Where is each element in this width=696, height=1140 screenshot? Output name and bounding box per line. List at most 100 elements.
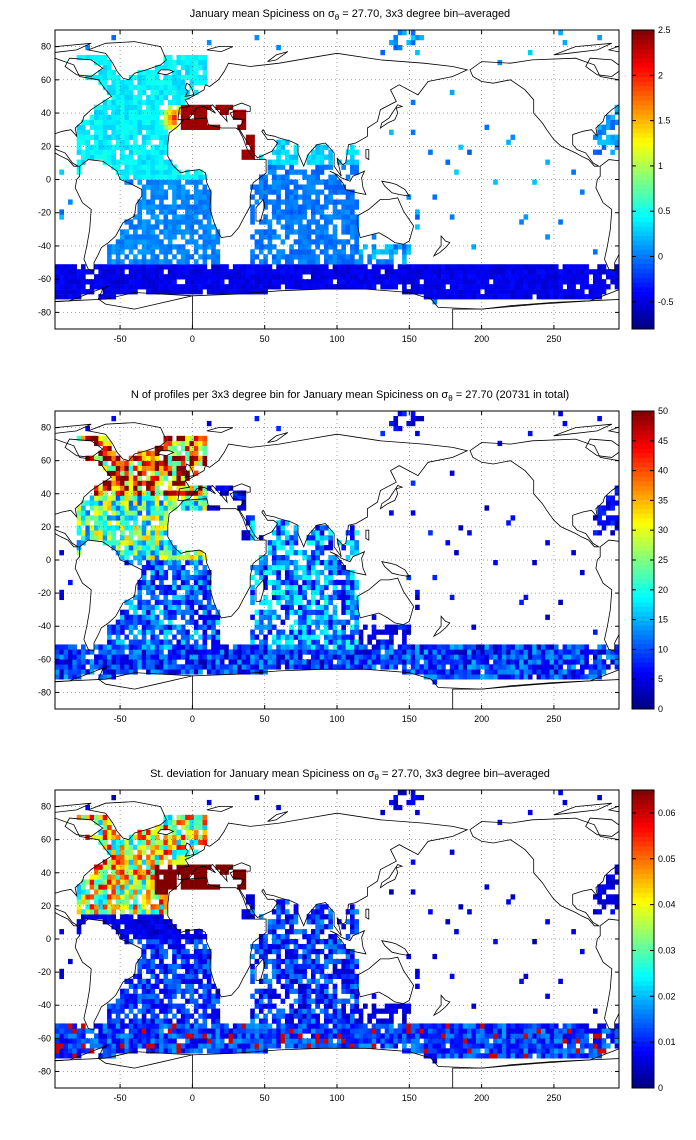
- map-cell: [284, 654, 290, 660]
- map-cell: [120, 149, 125, 155]
- map-cell: [124, 480, 130, 486]
- map-cell: [579, 659, 585, 665]
- map-cell: [68, 279, 73, 285]
- map-cell: [536, 279, 542, 285]
- map-cell: [124, 525, 130, 531]
- map-cell: [280, 604, 286, 610]
- map-cell: [553, 289, 559, 295]
- map-cell: [319, 274, 325, 280]
- map-cell: [315, 579, 320, 586]
- map-cell: [146, 284, 151, 290]
- map-cell: [592, 284, 598, 290]
- map-cell: [102, 134, 108, 140]
- map-cell: [332, 179, 338, 185]
- map-cell: [441, 659, 446, 665]
- map-cell: [345, 649, 351, 655]
- map-cell: [167, 204, 173, 210]
- colorbar-segment: [632, 471, 654, 477]
- map-cell: [449, 89, 455, 96]
- map-cell: [111, 859, 117, 865]
- map-cell: [488, 264, 494, 270]
- map-cell: [55, 649, 60, 655]
- map-cell: [562, 420, 568, 427]
- colorbar-tick-label: 0: [658, 704, 663, 714]
- map-cell: [159, 465, 164, 471]
- map-cell: [102, 74, 108, 81]
- map-cell: [250, 279, 255, 285]
- map-cell: [128, 1008, 134, 1014]
- map-cell: [133, 289, 138, 295]
- map-cell: [371, 284, 377, 290]
- map-cell: [176, 664, 182, 670]
- map-cell: [389, 264, 394, 270]
- map-cell: [68, 274, 73, 280]
- map-cell: [206, 649, 212, 655]
- map-cell: [133, 485, 138, 491]
- map-cell: [150, 545, 156, 551]
- map-cell: [393, 269, 399, 275]
- map-cell: [605, 114, 611, 120]
- map-cell: [406, 420, 412, 427]
- coastline-arctic_is: [553, 42, 612, 56]
- map-cell: [345, 199, 351, 205]
- map-cell: [107, 540, 112, 546]
- map-cell: [345, 644, 351, 650]
- map-cell: [94, 884, 99, 890]
- colorbar-segment: [632, 53, 654, 59]
- map-cell: [172, 579, 177, 586]
- map-cell: [81, 899, 86, 905]
- map-cell: [449, 214, 455, 220]
- map-cell: [124, 244, 130, 250]
- map-cell: [202, 644, 208, 650]
- colorbar-segment: [632, 272, 654, 279]
- map-cell: [536, 294, 542, 300]
- map-cell: [354, 249, 359, 255]
- map-cell: [68, 1048, 73, 1054]
- map-cell: [315, 224, 320, 230]
- map-cell: [588, 294, 594, 300]
- map-cell: [215, 284, 221, 290]
- map-cell: [111, 674, 117, 680]
- map-cell: [107, 829, 112, 835]
- map-cell: [310, 269, 316, 275]
- map-cell: [159, 99, 164, 106]
- map-cell: [193, 169, 199, 175]
- map-cell: [150, 269, 156, 275]
- map-cell: [293, 189, 299, 195]
- map-cell: [59, 550, 64, 556]
- map-cell: [323, 525, 329, 531]
- map-cell: [462, 289, 468, 295]
- map-cell: [59, 269, 64, 275]
- map-cell: [102, 465, 108, 471]
- map-cell: [458, 294, 464, 300]
- map-cell: [202, 555, 208, 561]
- map-cell: [397, 244, 403, 250]
- map-cell: [154, 455, 160, 461]
- map-cell: [423, 269, 429, 275]
- map-cell: [141, 530, 147, 536]
- map-cell: [597, 264, 602, 270]
- map-cell: [150, 564, 156, 571]
- map-cell: [176, 74, 182, 81]
- map-cell: [133, 988, 138, 994]
- map-cell: [193, 249, 199, 255]
- map-cell: [159, 94, 164, 101]
- map-cell: [315, 530, 320, 536]
- map-cell: [98, 510, 104, 516]
- map-cell: [354, 279, 359, 285]
- map-cell: [584, 284, 589, 290]
- map-cell: [146, 129, 151, 135]
- map-cell: [172, 179, 177, 185]
- map-cell: [245, 520, 251, 526]
- x-tick-label: 100: [329, 334, 344, 344]
- map-cell: [289, 164, 294, 170]
- map-cell: [141, 249, 147, 255]
- map-cell: [293, 579, 299, 586]
- map-cell: [154, 450, 160, 456]
- map-cell: [180, 54, 186, 61]
- map-cell: [98, 814, 104, 821]
- map-cell: [128, 545, 134, 551]
- map-cell: [293, 249, 299, 255]
- map-cell: [302, 284, 307, 290]
- map-cell: [85, 74, 91, 81]
